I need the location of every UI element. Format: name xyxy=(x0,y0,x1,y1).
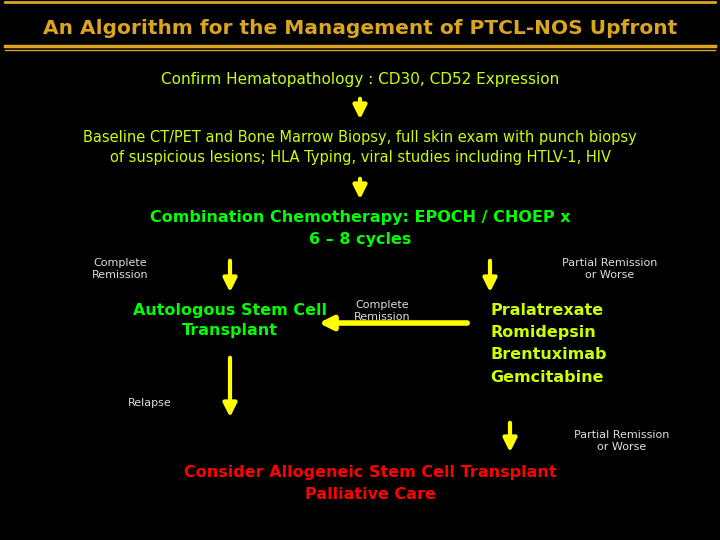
Text: Partial Remission
or Worse: Partial Remission or Worse xyxy=(575,430,670,451)
Text: Relapse: Relapse xyxy=(128,398,172,408)
Text: Transplant: Transplant xyxy=(182,323,278,338)
Text: Pralatrexate
Romidepsin
Brentuximab
Gemcitabine: Pralatrexate Romidepsin Brentuximab Gemc… xyxy=(490,303,606,384)
Text: Confirm Hematopathology : CD30, CD52 Expression: Confirm Hematopathology : CD30, CD52 Exp… xyxy=(161,72,559,87)
Text: Complete
Remission: Complete Remission xyxy=(354,300,410,322)
Text: of suspicious lesions; HLA Typing, viral studies including HTLV-1, HIV: of suspicious lesions; HLA Typing, viral… xyxy=(109,150,611,165)
Text: An Algorithm for the Management of PTCL-NOS Upfront: An Algorithm for the Management of PTCL-… xyxy=(43,18,677,37)
Text: Partial Remission
or Worse: Partial Remission or Worse xyxy=(562,258,657,280)
Text: Complete
Remission: Complete Remission xyxy=(91,258,148,280)
Text: Baseline CT/PET and Bone Marrow Biopsy, full skin exam with punch biopsy: Baseline CT/PET and Bone Marrow Biopsy, … xyxy=(83,130,637,145)
Text: Consider Allogeneic Stem Cell Transplant: Consider Allogeneic Stem Cell Transplant xyxy=(184,465,557,480)
Text: Autologous Stem Cell: Autologous Stem Cell xyxy=(133,303,327,318)
Text: Combination Chemotherapy: EPOCH / CHOEP x: Combination Chemotherapy: EPOCH / CHOEP … xyxy=(150,210,570,225)
Text: 6 – 8 cycles: 6 – 8 cycles xyxy=(309,232,411,247)
Text: Palliative Care: Palliative Care xyxy=(305,487,436,502)
